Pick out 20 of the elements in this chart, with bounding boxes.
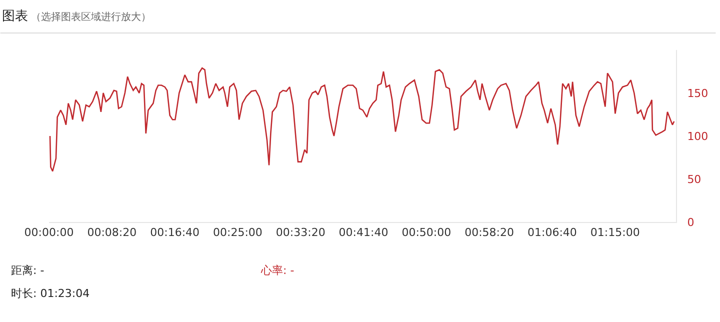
text: 心率: -	[260, 264, 294, 277]
chart-subtitle: （选择图表区域进行放大）	[31, 11, 151, 23]
line-series	[49, 67, 675, 172]
x-tick-label: 00:58:20	[464, 226, 514, 240]
x-tick-label: 00:33:20	[276, 226, 326, 240]
x-tick-label: 00:25:00	[213, 226, 262, 240]
x-tick-label: 01:15:00	[590, 226, 640, 240]
y-tick-label: 150	[687, 86, 708, 100]
x-tick-label: 01:06:40	[528, 226, 577, 240]
y-tick-label: 0	[687, 216, 694, 229]
chart-title: 图表	[2, 9, 28, 24]
x-tick-label: 00:50:00	[402, 226, 452, 240]
text: 时长: 01:23:04	[11, 287, 90, 300]
x-tick-label: 00:16:40	[150, 226, 200, 240]
x-tick-label: 00:08:20	[87, 226, 137, 240]
text: 距离: -	[11, 264, 44, 277]
x-tick-label: 00:00:00	[24, 226, 74, 240]
x-tick-label: 00:41:40	[338, 226, 388, 240]
y-tick-label: 50	[687, 172, 702, 186]
y-tick-label: 100	[687, 130, 708, 143]
